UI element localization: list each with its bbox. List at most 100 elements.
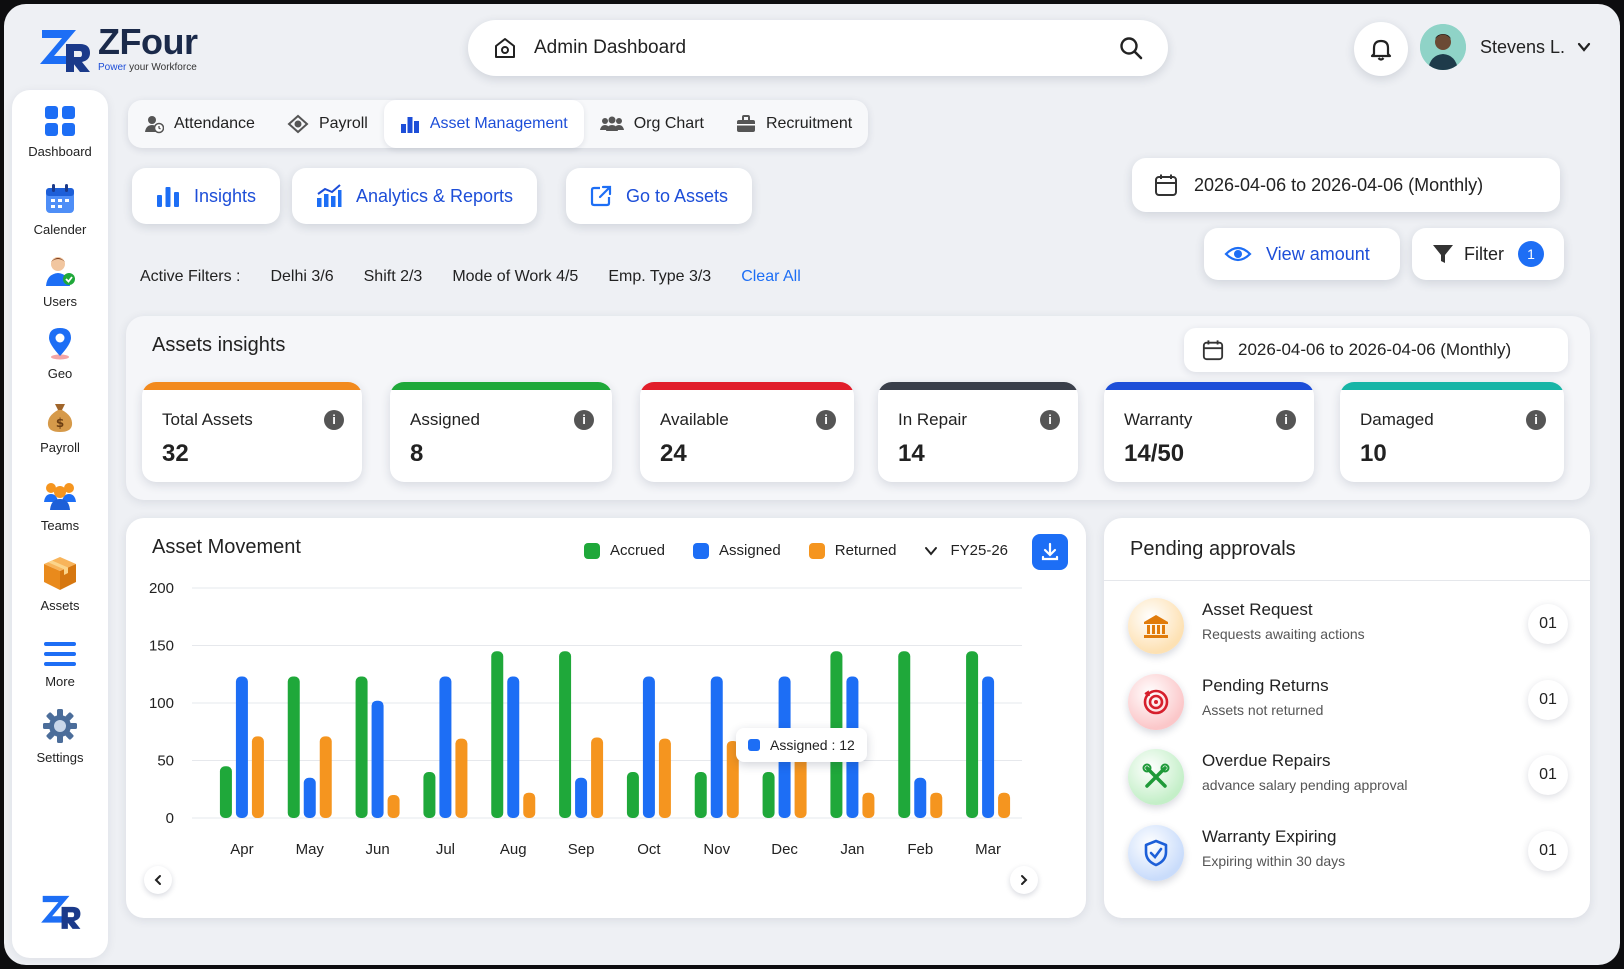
stat-card-in-repair[interactable]: In Repair 14 i [878,382,1078,482]
tab-payroll[interactable]: Payroll [271,100,384,148]
sidebar-item-label: Payroll [40,440,80,455]
view-amount-button[interactable]: View amount [1204,228,1400,280]
assets-insights-card: Assets insights 2026-04-06 to 2026-04-06… [126,316,1590,500]
filter-chip-delhi[interactable]: Delhi 3/6 [270,268,334,285]
bar-accrued-mar [966,651,979,818]
info-icon[interactable]: i [1040,410,1060,430]
calendar-icon [46,184,74,213]
bar-assigned-sep [575,777,588,818]
stat-value: 24 [660,440,687,467]
chevron-down-icon[interactable] [1577,40,1591,54]
brand-logo[interactable]: ZFour Power your Workforce [36,20,198,76]
filter-chip-mode-of-work[interactable]: Mode of Work 4/5 [452,268,579,285]
pending-item-pending-returns[interactable]: Pending Returns Assets not returned 01 [1128,670,1568,734]
sidebar-item-label: Geo [47,366,73,381]
bar-assigned-apr [235,676,248,818]
x-tick-label: Mar [975,841,1001,858]
return-target-icon [1128,674,1184,730]
stat-value: 14 [898,440,925,467]
bar-accrued-dec [762,772,775,818]
legend-item-assigned[interactable]: Assigned [693,542,781,559]
assets-insights-title: Assets insights [152,334,286,356]
sidebar-item-more[interactable]: More [12,640,108,689]
chart-next-button[interactable] [1010,866,1038,894]
global-search[interactable]: Admin Dashboard [468,20,1168,76]
y-tick-label: 200 [149,580,174,597]
legend-item-returned[interactable]: Returned [808,542,897,559]
sidebar-item-geo[interactable]: Geo [12,326,108,381]
stat-value: 10 [1360,440,1387,467]
bar-accrued-sep [559,651,572,818]
pending-item-overdue-repairs[interactable]: Overdue Repairs advance salary pending a… [1128,745,1568,809]
x-tick-label: May [296,841,325,858]
pending-item-subtitle: Assets not returned [1202,702,1324,718]
zr-logo-icon[interactable] [38,888,82,932]
clear-all-link[interactable]: Clear All [741,268,801,285]
sidebar-item-users[interactable]: Users [12,254,108,309]
tab-org-chart[interactable]: Org Chart [584,100,720,148]
notifications-button[interactable] [1354,22,1408,76]
stat-card-warranty[interactable]: Warranty 14/50 i [1104,382,1314,482]
stat-card-total-assets[interactable]: Total Assets 32 i [142,382,362,482]
bar-returned-apr [251,736,264,818]
pending-item-subtitle: Requests awaiting actions [1202,626,1365,642]
date-range-picker[interactable]: 2026-04-06 to 2026-04-06 (Monthly) [1132,158,1560,212]
pending-approvals-title: Pending approvals [1130,538,1296,560]
user-menu[interactable]: Stevens L. [1420,24,1591,70]
fiscal-year-select[interactable]: FY25-26 [924,542,1008,559]
pending-item-subtitle: Expiring within 30 days [1202,853,1346,869]
avatar [1420,24,1466,70]
tab-recruitment[interactable]: Recruitment [720,100,868,148]
x-tick-label: Jul [436,841,455,858]
x-tick-label: Jun [365,841,389,858]
calendar-outline-icon [1155,174,1177,196]
analytics-label: Analytics & Reports [356,185,514,206]
sidebar-item-calender[interactable]: Calender [12,182,108,237]
download-button[interactable] [1032,534,1068,570]
search-title[interactable]: Admin Dashboard [534,37,687,58]
chart-prev-button[interactable] [144,866,172,894]
analytics-reports-button[interactable]: Analytics & Reports [292,168,538,224]
tab-label: Payroll [318,115,368,132]
sidebar-item-assets[interactable]: Assets [12,554,108,613]
filter-chip-shift[interactable]: Shift 2/3 [363,268,423,285]
filter-button[interactable]: Filter 1 [1412,228,1564,280]
info-icon[interactable]: i [1276,410,1296,430]
tab-asset-management[interactable]: Asset Management [383,100,584,148]
info-icon[interactable]: i [324,410,344,430]
stat-accent-bar [640,382,854,390]
sidebar-item-label: More [45,674,75,689]
info-icon[interactable]: i [1526,410,1546,430]
x-tick-label: Oct [637,841,661,858]
module-tabs: Attendance Payroll Asset Management Org … [128,100,869,148]
info-icon[interactable]: i [574,410,594,430]
chevron-left-icon [154,875,161,885]
sidebar-item-payroll[interactable]: $ Payroll [12,400,108,455]
bar-accrued-oct [626,772,639,818]
legend-item-accrued[interactable]: Accrued [584,542,665,559]
pending-item-count: 01 [1528,755,1568,795]
filter-chip-emp-type[interactable]: Emp. Type 3/3 [608,268,712,285]
info-icon[interactable]: i [816,410,836,430]
insights-date-range-picker[interactable]: 2026-04-06 to 2026-04-06 (Monthly) [1184,328,1568,372]
pending-item-warranty-expiring[interactable]: Warranty Expiring Expiring within 30 day… [1128,821,1568,885]
sidebar-item-settings[interactable]: Settings [12,708,108,765]
top-bar: ZFour Power your Workforce Admin Dashboa… [4,4,1620,90]
stat-card-assigned[interactable]: Assigned 8 i [390,382,612,482]
stat-card-damaged[interactable]: Damaged 10 i [1340,382,1564,482]
search-icon[interactable] [1118,35,1144,61]
sidebar-item-dashboard[interactable]: Dashboard [12,104,108,159]
bar-returned-oct [658,738,671,818]
user-name: Stevens L. [1480,36,1566,57]
tab-label: Asset Management [429,115,568,132]
sidebar-item-teams[interactable]: Teams [12,478,108,533]
bar-returned-nov [726,740,739,818]
tab-attendance[interactable]: Attendance [128,100,271,148]
tab-label: Recruitment [765,115,853,132]
tab-label: Org Chart [633,115,704,132]
legend-label: Returned [834,542,897,559]
stat-card-available[interactable]: Available 24 i [640,382,854,482]
insights-button[interactable]: Insights [132,168,281,224]
go-to-assets-button[interactable]: Go to Assets [566,168,753,224]
pending-item-asset-request[interactable]: Asset Request Requests awaiting actions … [1128,594,1568,658]
